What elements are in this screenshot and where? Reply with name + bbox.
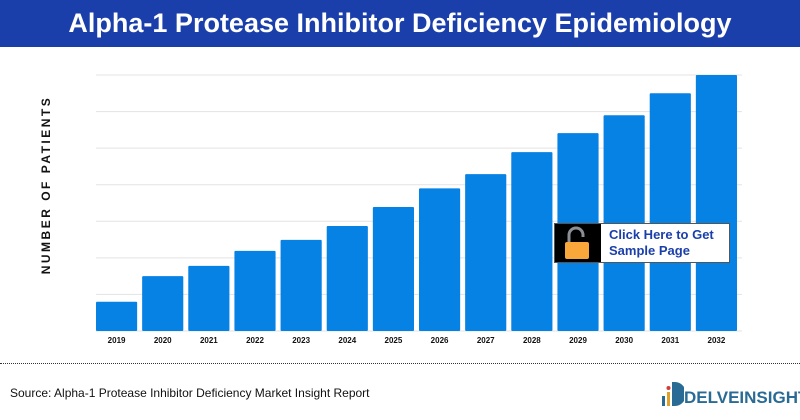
x-tick-label: 2029	[569, 336, 587, 345]
bar-2023	[280, 239, 322, 331]
chart-title: Alpha-1 Protease Inhibitor Deficiency Ep…	[0, 0, 800, 47]
bar-2025	[372, 207, 414, 331]
bar-2022	[234, 250, 276, 331]
x-tick-label: 2025	[385, 336, 403, 345]
bar-chart: 2019 2020 2021 2022 2023 2024 2025 2026 2027 2028…	[96, 74, 742, 345]
bar-2024	[326, 226, 368, 331]
x-tick-label: 2021	[200, 336, 218, 345]
source-note: Source: Alpha-1 Protease Inhibitor Defic…	[10, 386, 370, 400]
x-tick-label: 2019	[108, 336, 126, 345]
x-tick-label: 2024	[338, 336, 356, 345]
cta-line1: Click Here to Get	[609, 227, 714, 242]
x-tick-label: 2031	[661, 336, 679, 345]
bar-2021	[188, 265, 230, 331]
cta-line2: Sample Page	[609, 243, 690, 258]
bar-2028	[511, 152, 553, 331]
divider	[0, 363, 800, 364]
bar-2027	[465, 174, 507, 331]
bar-2020	[142, 276, 184, 331]
bar-2019	[96, 301, 138, 331]
logo-mark-icon	[662, 382, 684, 406]
x-tick-label: 2023	[292, 336, 310, 345]
x-tick-label: 2026	[431, 336, 449, 345]
x-tick-label: 2032	[708, 336, 726, 345]
x-tick-label: 2022	[246, 336, 264, 345]
x-tick-label: 2030	[615, 336, 633, 345]
logo-text: DELVEINSIGHT	[684, 388, 800, 407]
delveinsight-logo: DELVEINSIGHT	[660, 378, 800, 408]
x-tick-label: 2020	[154, 336, 172, 345]
unlocked-padlock-icon	[555, 224, 601, 262]
get-sample-page-button[interactable]: Click Here to Get Sample Page	[554, 223, 730, 263]
x-tick-label: 2028	[523, 336, 541, 345]
bar-2026	[419, 188, 461, 331]
x-tick-label: 2027	[477, 336, 495, 345]
bar-2031	[649, 93, 691, 332]
bar-2032	[695, 75, 737, 331]
